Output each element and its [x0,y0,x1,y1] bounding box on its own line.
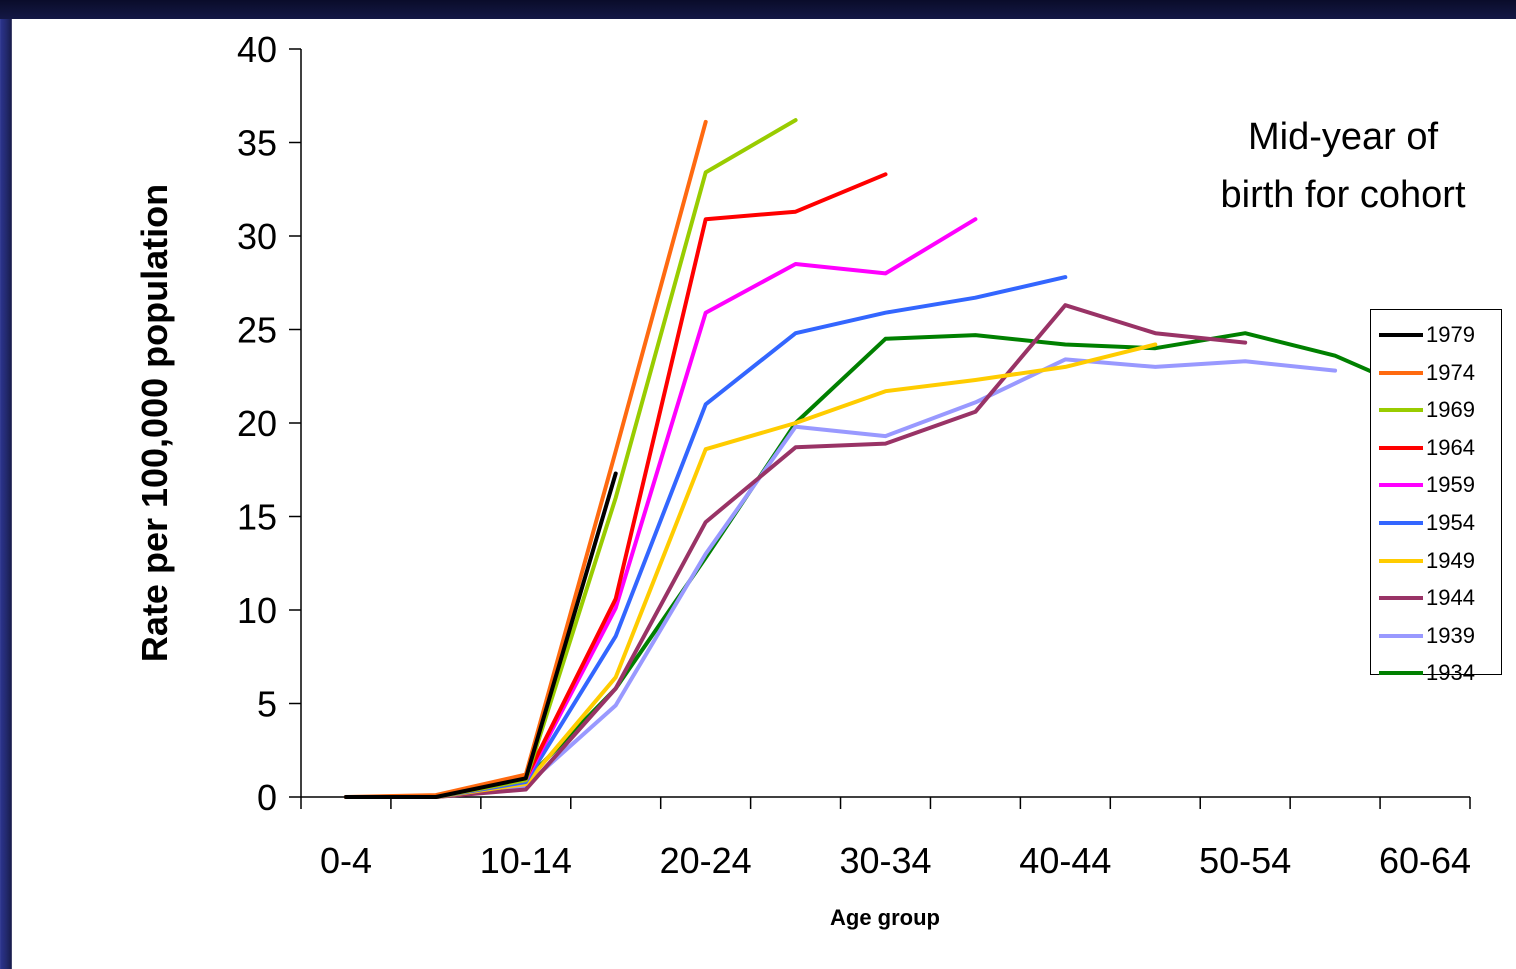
x-tick-label-50-54: 50-54 [1199,840,1291,881]
chart-annotation: Mid-year of birth for cohort [1168,108,1516,224]
y-tick-label-10: 10 [237,590,277,631]
x-axis-label: Age group [830,905,940,930]
legend-label-1979: 1979 [1426,322,1475,347]
legend-item-1979: 1979 [1379,320,1475,350]
legend-swatch-1979 [1379,333,1423,337]
series-line-1944 [344,303,1248,799]
legend-swatch-1964 [1379,445,1423,450]
legend-label-1969: 1969 [1426,397,1475,423]
y-tick-label-40: 40 [237,29,277,70]
legend-swatch-1974 [1379,370,1423,375]
series-line-1979 [344,471,618,799]
series-lines [344,118,1427,799]
y-tick-label-30: 30 [237,216,277,257]
legend-label-1974: 1974 [1426,359,1475,385]
legend-item-1939: 1939 [1379,621,1475,651]
legend-item-1949: 1949 [1379,546,1475,576]
legend-swatch-1944 [1379,596,1423,601]
y-tick-label-5: 5 [257,684,277,725]
legend-item-1934: 1934 [1379,658,1475,688]
top-frame-bar [0,0,1516,19]
x-tick-label-20-24: 20-24 [660,840,752,881]
series-line-1974 [344,119,708,799]
legend-item-1954: 1954 [1379,508,1475,538]
x-tick-label-40-44: 40-44 [1019,840,1111,881]
legend-item-1959: 1959 [1379,470,1475,500]
x-tick-label-30-34: 30-34 [839,840,931,881]
x-tick-label-10-14: 10-14 [480,840,572,881]
y-tick-label-15: 15 [237,497,277,538]
y-tick-label-25: 25 [237,310,277,351]
y-tick-label-0: 0 [257,777,277,818]
axes: 0 5 10 15 20 25 30 35 40 0-4 10-14 20-24 30-34 40-44 5… [237,29,1471,881]
legend-swatch-1939 [1379,633,1423,638]
legend-label-1944: 1944 [1426,585,1475,611]
x-tick-label-0-4: 0-4 [320,840,372,881]
annotation-line-1: Mid-year of [1247,116,1439,158]
legend-label-1954: 1954 [1426,510,1475,535]
legend-swatch-1959 [1379,483,1423,488]
legend-item-1969: 1969 [1379,395,1475,425]
legend-item-1974: 1974 [1379,358,1475,388]
legend-swatch-1954 [1379,521,1423,525]
legend-swatch-1949 [1379,558,1423,563]
series-line-1939 [344,357,1338,799]
legend-label-1959: 1959 [1426,472,1475,498]
legend-item-1964: 1964 [1379,433,1475,463]
legend-swatch-1934 [1379,671,1423,676]
y-tick-label-20: 20 [237,403,277,444]
x-tick-label-60-64: 60-64 [1379,840,1471,881]
legend-item-1944: 1944 [1379,583,1475,613]
legend-label-1939: 1939 [1426,622,1475,648]
legend-label-1949: 1949 [1426,547,1475,573]
legend-swatch-1969 [1379,408,1423,413]
y-tick-label-35: 35 [237,123,277,164]
legend: 1979 1974 1969 1964 1959 1954 1949 1944 1939 1934 [1370,309,1502,685]
series-line-1949 [344,342,1158,799]
chart-area [12,19,1516,969]
legend-label-1964: 1964 [1426,434,1475,460]
annotation-line-2: birth for cohort [1220,174,1466,216]
series-line-1959 [344,217,978,799]
legend-label-1934: 1934 [1426,660,1475,686]
series-line-1934 [344,331,1427,799]
y-axis-label: Rate per 100,000 population [134,183,175,663]
series-line-1954 [344,275,1068,799]
